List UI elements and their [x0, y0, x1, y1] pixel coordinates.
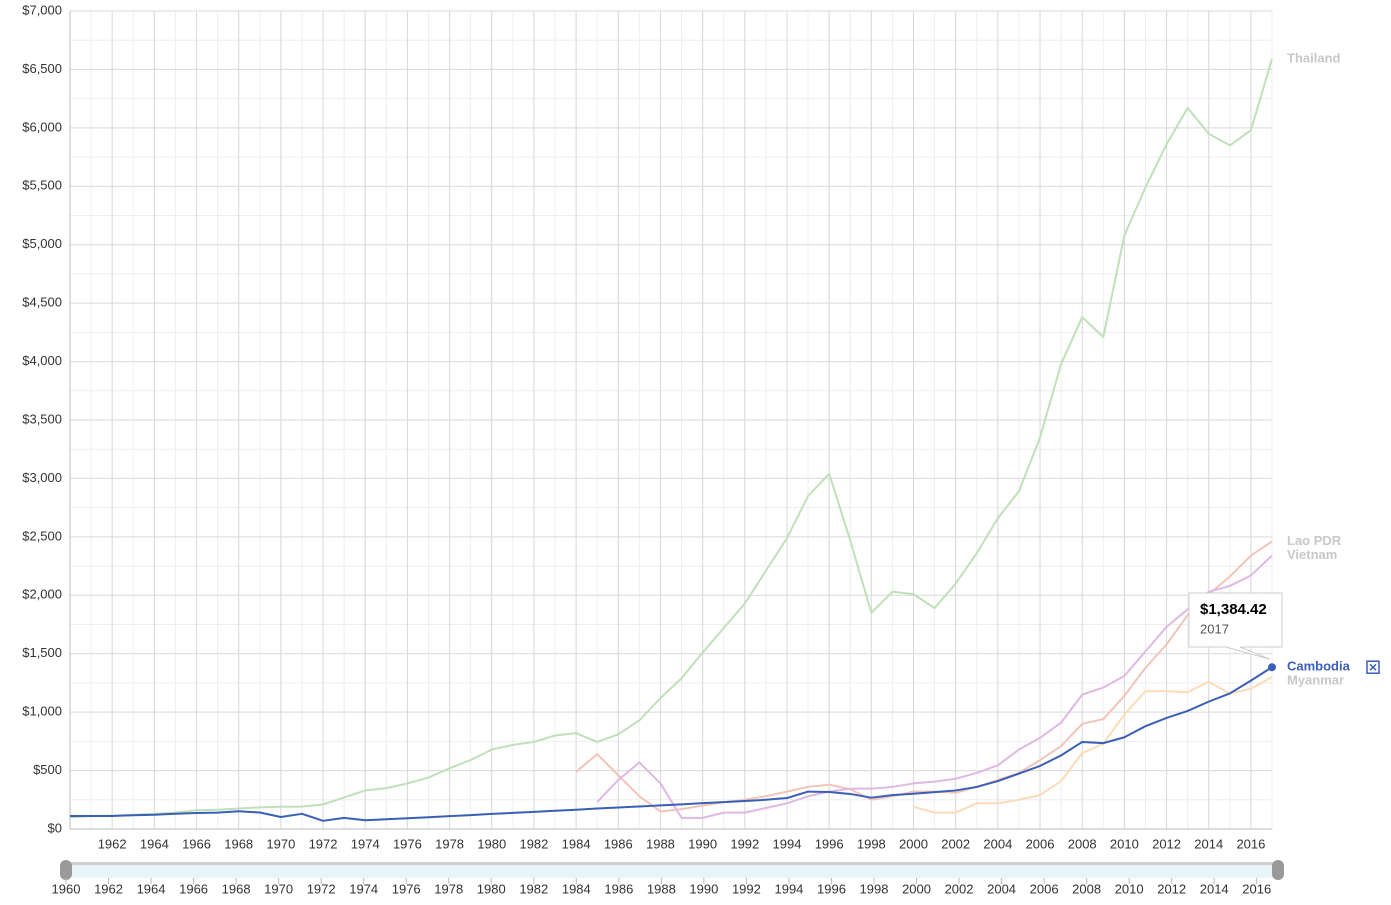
range-slider[interactable] — [66, 862, 1278, 878]
legend-label: Vietnam — [1287, 547, 1337, 562]
slider-handle-right[interactable] — [1272, 860, 1284, 880]
slider-tick-label: 2016 — [1242, 881, 1271, 896]
x-tick-label: 1978 — [435, 836, 464, 851]
y-tick-label: $2,500 — [22, 528, 62, 543]
slider-tick-label: 2004 — [987, 881, 1016, 896]
x-tick-label: 2006 — [1026, 836, 1055, 851]
x-tick-label: 1996 — [815, 836, 844, 851]
x-tick-label: 1990 — [688, 836, 717, 851]
slider-tick-label: 1962 — [94, 881, 123, 896]
slider-tick-label: 1972 — [307, 881, 336, 896]
slider-tick-label: 1978 — [434, 881, 463, 896]
slider-tick-label: 2014 — [1200, 881, 1229, 896]
legend-label: Cambodia — [1287, 659, 1351, 674]
slider-tick-label: 1996 — [817, 881, 846, 896]
slider-tick-label: 1988 — [647, 881, 676, 896]
tooltip: $1,384.42 2017 — [1188, 592, 1283, 660]
x-tick-label: 1968 — [224, 836, 253, 851]
y-tick-label: $500 — [33, 762, 62, 777]
slider-handle-left[interactable] — [60, 860, 72, 880]
tooltip-year: 2017 — [1200, 621, 1229, 636]
x-tick-label: 1964 — [140, 836, 169, 851]
y-tick-label: $3,000 — [22, 470, 62, 485]
x-tick-label: 1972 — [309, 836, 338, 851]
y-tick-label: $5,000 — [22, 236, 62, 251]
close-icon-cross — [1369, 663, 1377, 671]
slider-tick-label: 1986 — [604, 881, 633, 896]
y-tick-label: $4,000 — [22, 353, 62, 368]
y-tick-label: $6,500 — [22, 61, 62, 76]
x-tick-label: 2014 — [1194, 836, 1223, 851]
x-tick-label: 1984 — [562, 836, 591, 851]
legend-label: Myanmar — [1287, 673, 1344, 688]
y-tick-label: $2,000 — [22, 587, 62, 602]
y-tick-label: $0 — [48, 820, 62, 835]
x-tick-label: 1970 — [266, 836, 295, 851]
slider-tick-label: 1968 — [222, 881, 251, 896]
x-tick-label: 1994 — [773, 836, 802, 851]
slider-tick-label: 1966 — [179, 881, 208, 896]
x-tick-label: 2002 — [941, 836, 970, 851]
x-tick-label: 2008 — [1068, 836, 1097, 851]
y-tick-label: $1,000 — [22, 704, 62, 719]
x-tick-label: 1998 — [857, 836, 886, 851]
slider-tick-label: 2008 — [1072, 881, 1101, 896]
tooltip-value: $1,384.42 — [1200, 601, 1267, 618]
legend-label: Thailand — [1287, 50, 1341, 65]
y-tick-label: $6,000 — [22, 119, 62, 134]
slider-tick-label: 1992 — [732, 881, 761, 896]
slider-tick-label: 2006 — [1030, 881, 1059, 896]
slider-tick-label: 1960 — [52, 881, 81, 896]
y-tick-label: $4,500 — [22, 295, 62, 310]
x-tick-label: 2004 — [983, 836, 1012, 851]
y-tick-label: $3,500 — [22, 411, 62, 426]
slider-tick-label: 2012 — [1157, 881, 1186, 896]
x-tick-label: 1974 — [351, 836, 380, 851]
line-series — [69, 58, 1273, 819]
x-tick-label: 2000 — [899, 836, 928, 851]
legend-label: Lao PDR — [1287, 533, 1342, 548]
slider-tick-label: 1998 — [860, 881, 889, 896]
line-series — [70, 666, 1273, 822]
slider-tick-label: 1984 — [562, 881, 591, 896]
line-series — [913, 676, 1273, 814]
slider-tick-label: 1964 — [137, 881, 166, 896]
slider-tick-label: 1994 — [774, 881, 803, 896]
slider-tick-label: 2010 — [1115, 881, 1144, 896]
x-tick-label: 1982 — [519, 836, 548, 851]
slider-tick-label: 1976 — [392, 881, 421, 896]
line-series — [575, 540, 1273, 813]
x-tick-label: 1980 — [477, 836, 506, 851]
x-tick-label: 2010 — [1110, 836, 1139, 851]
slider-track — [66, 862, 1278, 865]
x-tick-label: 1988 — [646, 836, 675, 851]
x-tick-label: 2016 — [1236, 836, 1265, 851]
x-tick-label: 2012 — [1152, 836, 1181, 851]
slider-tick-label: 1974 — [349, 881, 378, 896]
grid — [69, 10, 1273, 830]
slider-tick-label: 2000 — [902, 881, 931, 896]
tooltip-box — [1188, 592, 1283, 660]
highlight-point — [1268, 663, 1276, 672]
x-tick-label: 1976 — [393, 836, 422, 851]
y-tick-label: $7,000 — [22, 2, 62, 17]
y-tick-label: $1,500 — [22, 645, 62, 660]
x-tick-label: 1962 — [98, 836, 127, 851]
slider-tick-label: 1980 — [477, 881, 506, 896]
line-series — [596, 554, 1273, 819]
y-tick-label: $5,500 — [22, 178, 62, 193]
slider-tick-label: 2002 — [945, 881, 974, 896]
x-tick-label: 1966 — [182, 836, 211, 851]
slider-tick-label: 1970 — [264, 881, 293, 896]
x-tick-label: 1986 — [604, 836, 633, 851]
slider-tick-label: 1982 — [519, 881, 548, 896]
slider-tick-label: 1990 — [689, 881, 718, 896]
x-tick-label: 1992 — [730, 836, 759, 851]
